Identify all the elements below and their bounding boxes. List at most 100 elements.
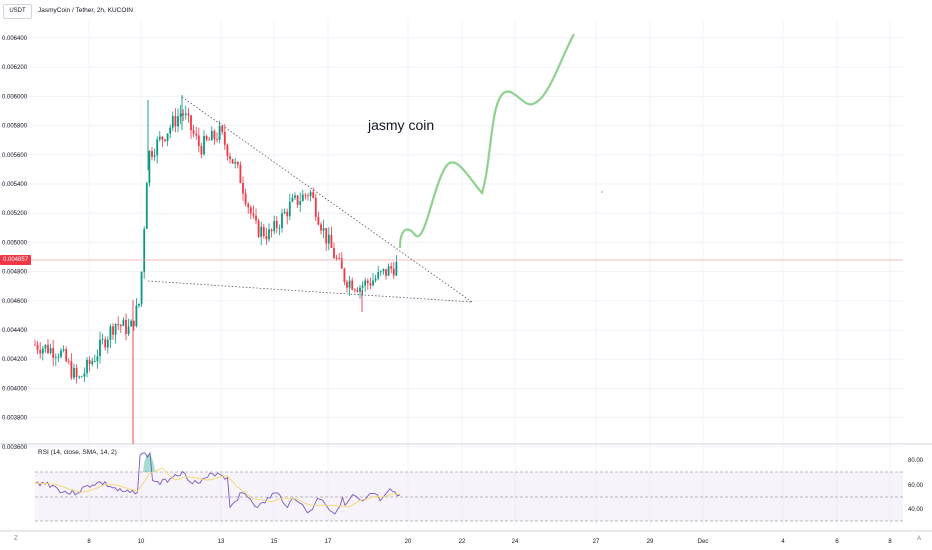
candle-body [307, 195, 309, 197]
price-axis-label: 0.003600 [2, 445, 28, 451]
candle-body [327, 234, 330, 244]
rsi-axis-label: 60.00 [908, 483, 924, 489]
candle-body [356, 289, 359, 292]
candle-body [325, 228, 328, 244]
candle-body [57, 356, 60, 358]
auto-scale-button[interactable]: Z [14, 536, 18, 542]
time-axis-label: 8 [888, 539, 892, 545]
candle-body [281, 213, 283, 228]
current-price-tag: 0.004857 [0, 255, 32, 265]
symbol-title: JasmyCoin / Tether, 2h, KUCOIN [38, 7, 133, 14]
candle-body [226, 144, 229, 157]
candle-body [348, 280, 351, 288]
candle-body [114, 324, 117, 335]
candle-body [197, 135, 200, 147]
candle-body [127, 326, 130, 335]
candle-body [104, 339, 107, 348]
candle-body [132, 320, 135, 327]
candle-body [247, 204, 250, 208]
candle-body [182, 113, 185, 115]
candle-body [96, 356, 99, 362]
candle-body [145, 183, 148, 229]
candle-body [333, 247, 335, 259]
candle-body [143, 228, 146, 272]
candle-body [125, 319, 127, 335]
currency-selector[interactable]: USDT [3, 4, 32, 19]
candle-body [301, 194, 304, 202]
price-axis-label: 0.003800 [2, 416, 28, 422]
rsi-band [35, 472, 903, 521]
candle-body [39, 349, 42, 354]
candle-body [49, 348, 52, 354]
candle-body [382, 269, 385, 272]
candle-body [361, 285, 364, 288]
candle-body [203, 135, 205, 155]
candle-body [291, 197, 294, 202]
candle-body [78, 376, 81, 378]
price-axis-label: 0.005200 [2, 211, 28, 217]
candle-body [346, 282, 348, 288]
candle-body [353, 289, 356, 291]
candle-body [210, 130, 213, 141]
candle-body [366, 280, 369, 284]
auto-button[interactable]: A [917, 536, 922, 542]
price-axis-label: 0.004800 [2, 270, 28, 276]
candle-body [195, 133, 198, 136]
candle-body [109, 326, 112, 340]
time-axis-label: 29 [647, 539, 654, 545]
candle-body [275, 220, 278, 229]
candle-body [260, 226, 263, 237]
rsi-legend[interactable]: RSI (14, close, SMA, 14, 2) [38, 449, 117, 456]
candle-body [166, 133, 169, 141]
candle-body [317, 216, 320, 225]
candle-body [395, 261, 398, 276]
price-axis-label: 0.004200 [2, 357, 28, 363]
candle-body [359, 287, 361, 292]
candle-body [117, 324, 120, 326]
candle-body [249, 207, 252, 214]
candle-body [223, 131, 226, 145]
candle-body [320, 224, 322, 231]
candle-body [338, 258, 341, 260]
candle-body [229, 156, 231, 160]
candle-body [190, 115, 192, 131]
candle-body [372, 280, 374, 286]
candle-body [221, 126, 224, 132]
candle-body [385, 269, 387, 276]
candle-body [273, 220, 276, 232]
candle-body [244, 193, 247, 205]
candle-body [153, 155, 156, 157]
candle-body [91, 361, 94, 365]
candle-body [179, 113, 182, 117]
price-axis-label: 0.006000 [2, 94, 28, 100]
candle-body [390, 266, 393, 269]
rsi-line [34, 451, 401, 515]
candle-body [73, 367, 75, 378]
candle-body [330, 234, 333, 248]
candle-body [304, 194, 307, 196]
candle-body [208, 139, 211, 141]
candle-body [169, 127, 172, 134]
price-axis-label: 0.005800 [2, 124, 28, 130]
candle-body [148, 150, 151, 184]
candle-body [164, 139, 166, 141]
time-axis-label: 27 [593, 539, 600, 545]
price-axis-label: 0.005600 [2, 153, 28, 159]
candle-body [171, 116, 174, 128]
candle-body [335, 258, 338, 259]
price-axis-label: 0.005000 [2, 240, 28, 246]
price-axis-label: 0.005400 [2, 182, 28, 188]
candle-body [138, 303, 140, 306]
price-axis-label: 0.006200 [2, 65, 28, 71]
candle-body [265, 236, 268, 240]
chart-annotation-text[interactable]: jasmy coin [368, 117, 435, 133]
candle-body [156, 139, 159, 156]
candle-body [213, 130, 216, 139]
candle-body [283, 211, 286, 214]
candle-body [314, 197, 317, 217]
candle-body [187, 113, 190, 116]
candle-body [364, 280, 367, 286]
candle-body [239, 164, 242, 183]
candle-body [294, 195, 296, 198]
